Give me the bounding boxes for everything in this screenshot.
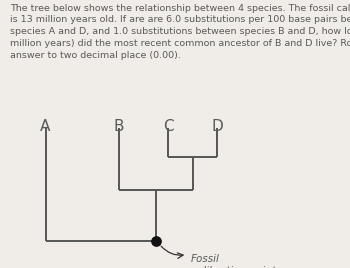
- Text: Fossil
calibration point: Fossil calibration point: [191, 255, 276, 268]
- Text: A: A: [40, 120, 51, 135]
- Text: C: C: [163, 120, 173, 135]
- Text: The tree below shows the relationship between 4 species. The fossil calibration : The tree below shows the relationship be…: [10, 3, 350, 60]
- Text: B: B: [114, 120, 124, 135]
- Point: [153, 239, 159, 243]
- Text: D: D: [211, 120, 223, 135]
